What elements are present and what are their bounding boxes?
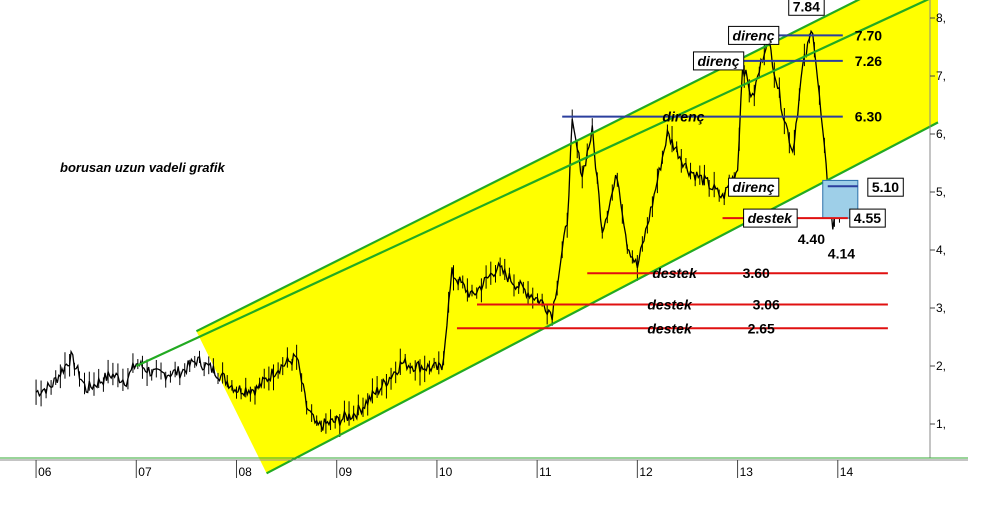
resistance-label: direnç <box>662 109 704 125</box>
resistance-label-box <box>728 177 780 197</box>
support-value: 4.55 <box>854 210 881 226</box>
y-tick-label: 7, <box>936 69 946 83</box>
x-tick-label: 10 <box>439 465 453 479</box>
axes: 1, 2, 3, 4, 5, 6, 7, 8, 06 07 08 09 10 11 12 13 14 <box>0 0 968 479</box>
support-label-box <box>743 208 798 228</box>
chart-title: borusan uzun vadeli grafik <box>60 160 225 175</box>
resistance-value: 6.30 <box>855 109 882 125</box>
support-label: destek <box>647 320 693 336</box>
resistance-value-box <box>867 177 904 197</box>
y-tick-label: 6, <box>936 127 946 141</box>
level-lines <box>135 0 939 475</box>
y-tick-label: 8, <box>936 11 946 25</box>
x-tick-label: 06 <box>38 465 52 479</box>
y-tick-label: 2, <box>936 359 946 373</box>
x-tick-label: 14 <box>840 465 854 479</box>
annotation-label: 4.14 <box>828 246 855 262</box>
support-value: 3.60 <box>743 265 770 281</box>
resistance-label-box <box>692 51 745 71</box>
x-tick-label: 13 <box>740 465 754 479</box>
x-tick-label: 08 <box>238 465 252 479</box>
resistance-value: 7.26 <box>855 53 882 69</box>
y-tick-label: 3, <box>936 301 946 315</box>
resistance-label: direnç <box>733 27 775 43</box>
annotation-label: 7.84 <box>793 0 820 14</box>
resistance-value: 7.70 <box>855 27 882 43</box>
y-tick-label: 1, <box>936 417 946 431</box>
x-tick-label: 11 <box>539 465 552 479</box>
x-tick-label: 07 <box>138 465 152 479</box>
resistance-label-box <box>728 25 780 45</box>
support-value-box <box>849 208 886 228</box>
resistance-value: 5.10 <box>872 179 899 195</box>
y-tick-label: 5, <box>936 185 946 199</box>
x-tick-label: 09 <box>339 465 353 479</box>
annotation-label: 4.40 <box>798 231 825 247</box>
resistance-label: direnç <box>733 179 775 195</box>
annotation-label-box <box>788 0 825 16</box>
level-labels: direnç 7.70 direnç 7.26 direnç 6.30 direnç 5.10… <box>647 0 904 336</box>
support-label: destek <box>748 210 794 226</box>
channel-upper-line <box>195 0 861 333</box>
channel-middle-line <box>135 0 930 367</box>
support-label: destek <box>647 297 693 313</box>
resistance-label: direnç <box>697 53 739 69</box>
support-label: destek <box>652 265 698 281</box>
y-tick-label: 4, <box>936 243 946 257</box>
support-value: 2.65 <box>748 320 775 336</box>
x-tick-label: 12 <box>639 465 653 479</box>
support-value: 3.06 <box>753 297 780 313</box>
